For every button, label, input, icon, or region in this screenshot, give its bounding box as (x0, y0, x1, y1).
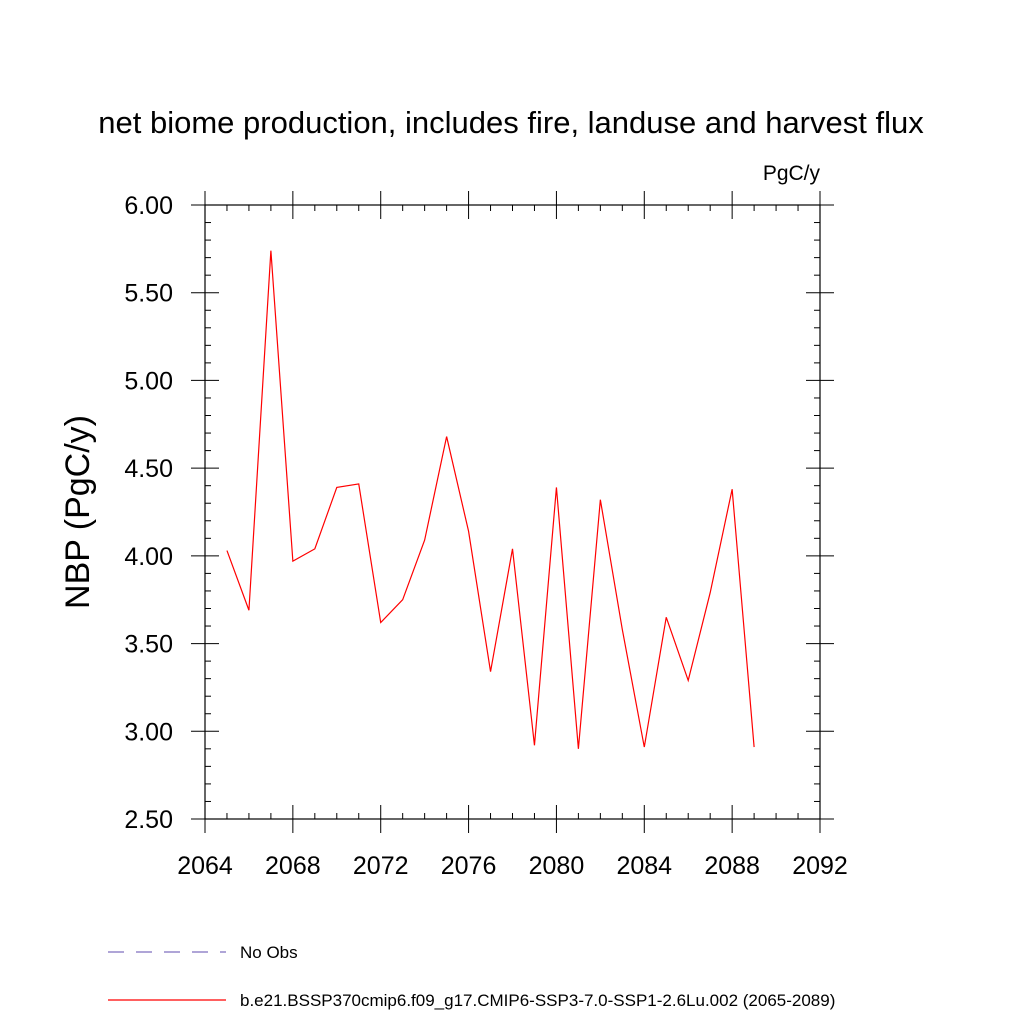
x-tick-label: 2064 (177, 852, 233, 880)
x-tick-label: 2076 (441, 852, 497, 880)
x-tick-label: 2068 (265, 852, 321, 880)
x-tick-label: 2088 (704, 852, 760, 880)
y-tick-labels: 2.50 3.00 3.50 4.00 4.50 5.00 5.50 6.00 (124, 192, 173, 834)
y-tick-label: 5.50 (124, 280, 173, 308)
y-tick-label: 4.00 (124, 543, 173, 571)
y-tick-label: 6.00 (124, 192, 173, 220)
x-tick-label: 2072 (353, 852, 409, 880)
y-tick-label: 3.00 (124, 718, 173, 746)
legend-label-1: b.e21.BSSP370cmip6.f09_g17.CMIP6-SSP3-7.… (240, 991, 835, 1010)
x-tick-label: 2084 (616, 852, 672, 880)
y-tick-label: 4.50 (124, 455, 173, 483)
y-tick-label: 5.00 (124, 367, 173, 395)
major-ticks (191, 191, 834, 833)
y-axis-label: NBP (PgC/y) (59, 415, 97, 609)
x-tick-label: 2092 (792, 852, 848, 880)
x-tick-labels: 2064 2068 2072 2076 2080 2084 2088 2092 (177, 852, 848, 880)
chart-title: net biome production, includes fire, lan… (98, 105, 924, 140)
y-tick-label: 3.50 (124, 631, 173, 659)
y-tick-label: 2.50 (124, 806, 173, 834)
minor-ticks (205, 205, 820, 819)
series-layer (226, 250, 755, 749)
legend: No Obs b.e21.BSSP370cmip6.f09_g17.CMIP6-S… (108, 943, 835, 1010)
legend-label-0: No Obs (240, 943, 298, 962)
units-label: PgC/y (763, 162, 821, 185)
x-tick-label: 2080 (529, 852, 585, 880)
series-line-1 (226, 250, 755, 749)
